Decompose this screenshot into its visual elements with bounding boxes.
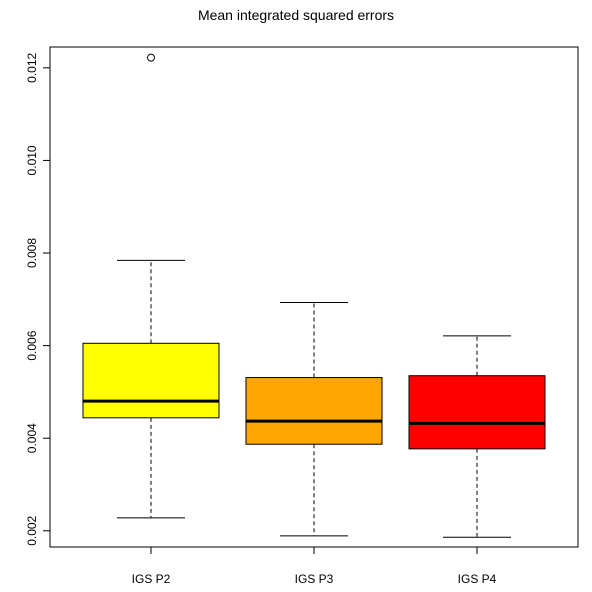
- y-tick-label: 0.006: [25, 330, 39, 360]
- chart-title: Mean integrated squared errors: [198, 7, 394, 23]
- boxes-layer: [82, 53, 546, 538]
- iqr-box: [408, 375, 546, 450]
- iqr-box: [82, 342, 220, 419]
- y-tick-label: 0.012: [25, 52, 39, 82]
- y-tick-label: 0.004: [25, 423, 39, 453]
- y-tick-label: 0.010: [25, 145, 39, 175]
- iqr-box: [245, 377, 383, 445]
- outlier-point: [147, 53, 155, 62]
- y-tick-label: 0.002: [25, 515, 39, 545]
- plot-frame: [49, 46, 579, 548]
- x-tick-label: IGS P2: [132, 572, 171, 586]
- x-tick-label: IGS P3: [295, 572, 334, 586]
- y-tick-label: 0.008: [25, 238, 39, 268]
- y-axis: 0.002 0.004 0.006 0.008 0.010 0.012: [25, 52, 50, 546]
- x-axis: IGS P2 IGS P3 IGS P4: [132, 547, 497, 586]
- x-tick-label: IGS P4: [458, 572, 497, 586]
